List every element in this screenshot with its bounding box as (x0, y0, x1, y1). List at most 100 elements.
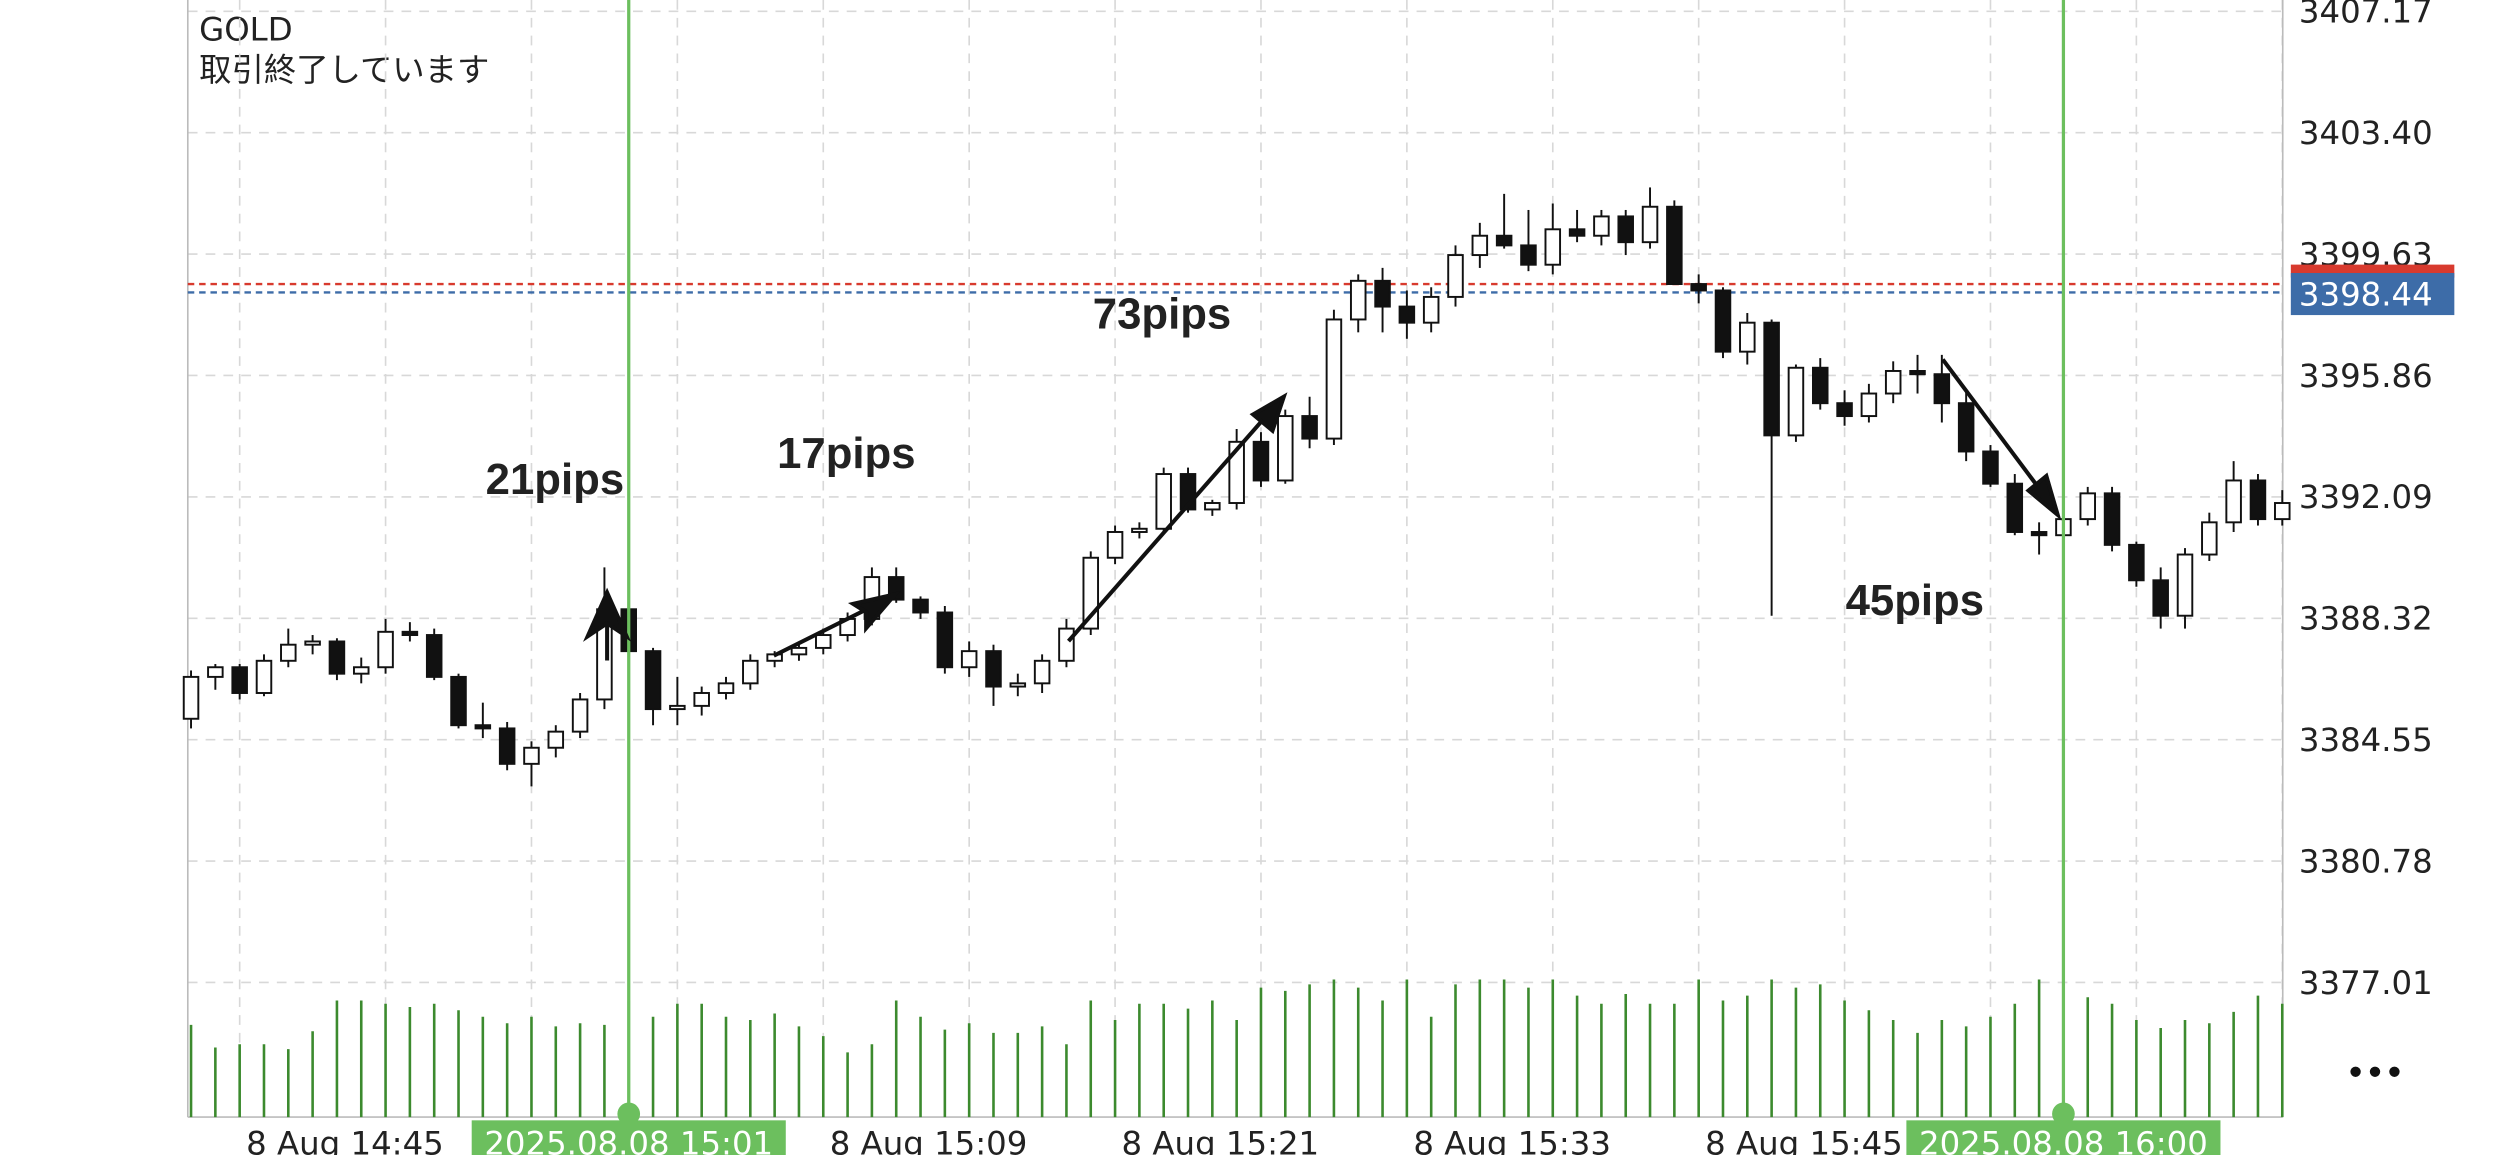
candle-body (1374, 279, 1391, 308)
candle-body (1714, 289, 1732, 353)
candle-body (644, 650, 662, 711)
crosshair-label: 2025.08.08 15:01 (484, 1124, 773, 1155)
y-tick-label: 3407.17 (2299, 0, 2433, 31)
candle-body (1884, 370, 1902, 395)
candle-body (1787, 366, 1805, 437)
candle-body (1763, 321, 1780, 437)
candle-body (2152, 579, 2169, 617)
candle-body (1398, 305, 1416, 324)
candle-body (401, 630, 419, 637)
candle-body (2030, 531, 2048, 537)
x-tick-label: 8 Aug 15:45 (1705, 1124, 1903, 1155)
candle-body (328, 640, 346, 675)
annotation: 21pips (486, 455, 624, 504)
annotation: 73pips (1093, 290, 1231, 339)
candle-body (182, 675, 200, 720)
candle-body (1617, 215, 1634, 244)
candle-body (523, 746, 540, 765)
candle-body (1811, 366, 1829, 405)
candle-body (1544, 228, 1562, 266)
candle-body (790, 646, 808, 656)
candle-body (571, 698, 589, 733)
candle-body (2128, 543, 2145, 582)
candle-body (1204, 502, 1221, 511)
candle-body (717, 682, 735, 694)
candle-body (742, 659, 759, 685)
candle-body (425, 634, 443, 678)
candle-body (936, 611, 954, 669)
x-tick-label: 8 Aug 14:45 (246, 1124, 444, 1155)
candle-body (1447, 254, 1464, 298)
candle-body (1301, 415, 1318, 440)
annotation: 17pips (777, 429, 915, 478)
candle-body (912, 598, 929, 614)
candle-body (352, 666, 370, 675)
candle-body (1593, 215, 1610, 237)
candle-body (1228, 440, 1245, 504)
candle-body (1520, 244, 1537, 266)
candle-body (1690, 283, 1707, 292)
candle-body (2249, 479, 2267, 521)
candle-body (231, 666, 248, 694)
candle-body (2103, 492, 2121, 546)
candle-body (255, 659, 273, 694)
candle-body (1471, 234, 1489, 257)
y-tick-label: 3392.09 (2299, 478, 2433, 516)
crosshair-label: 2025.08.08 16:00 (1919, 1124, 2208, 1155)
candle-body (1495, 234, 1513, 247)
candle-body (1860, 392, 1878, 418)
crosshair-handle (2052, 1102, 2075, 1126)
candle-body (498, 727, 516, 765)
candle-body (2201, 521, 2218, 556)
candle-body (1277, 415, 1294, 482)
candle-body (1739, 321, 1756, 353)
market-status: 取引終了しています (199, 51, 489, 89)
candle-body (1666, 205, 1683, 286)
candle-body (960, 650, 978, 669)
candle-body (1131, 527, 1148, 533)
y-tick-label: 3403.40 (2299, 114, 2433, 152)
candle-body (1422, 295, 1440, 324)
candle-body (1325, 318, 1343, 440)
candle-body (304, 640, 321, 646)
y-tick-label: 3388.32 (2299, 600, 2433, 638)
candle-body (669, 704, 686, 711)
candle-body (1349, 279, 1367, 321)
candle-body (1933, 373, 1951, 405)
candle-body (207, 666, 224, 678)
candle-body (280, 643, 297, 662)
candle-body (474, 724, 492, 730)
symbol: GOLD (199, 10, 292, 48)
candle-body (1033, 659, 1051, 685)
y-tick-label: 3380.78 (2299, 842, 2433, 880)
crosshair-label-box (1906, 1120, 2221, 1155)
candle-body (1641, 205, 1659, 244)
candle-body (1155, 473, 1172, 530)
more-menu[interactable] (2350, 1066, 2400, 1077)
candle-body (2079, 492, 2096, 521)
annotation: 45pips (1846, 576, 1984, 625)
candle-body (377, 630, 394, 669)
candle-body (1836, 402, 1853, 418)
candle-body (2274, 502, 2291, 521)
candle-body (1106, 531, 1124, 559)
candle-body (1982, 450, 1999, 485)
crosshair-handle (617, 1102, 641, 1126)
candle-body (2225, 479, 2242, 524)
x-tick-label: 8 Aug 15:21 (1122, 1124, 1320, 1155)
candle-body (1252, 440, 1270, 482)
candle-body (1009, 682, 1027, 688)
crosshair-label-box (471, 1120, 786, 1155)
candle-body (2176, 553, 2194, 617)
y-tick-label: 3384.55 (2299, 721, 2433, 759)
x-tick-label: 8 Aug 15:33 (1413, 1124, 1611, 1155)
candle-body (693, 692, 710, 707)
candle-body (985, 650, 1002, 688)
candle-body (1957, 402, 1975, 453)
candle-body (815, 634, 832, 649)
candle-body (450, 675, 467, 727)
bid-label-box (2290, 272, 2455, 316)
candle-body (1909, 370, 1926, 376)
candle-body (547, 730, 565, 749)
